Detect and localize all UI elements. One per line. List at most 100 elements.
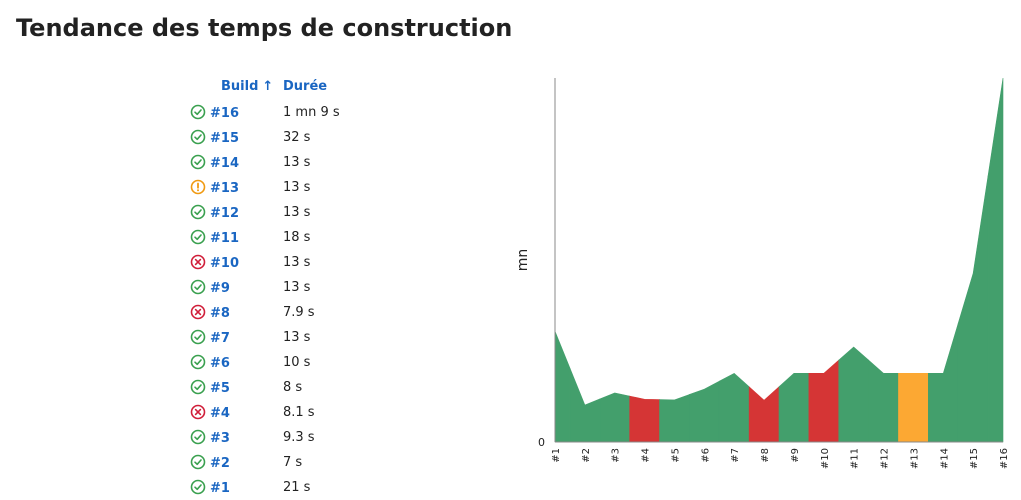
x-tick-label: #8 [760, 448, 771, 463]
x-tick-label: #14 [939, 448, 950, 469]
x-tick-label: #1 [551, 448, 562, 463]
build-link[interactable]: #14 [210, 156, 239, 171]
build-link[interactable]: #2 [210, 456, 230, 471]
table-row: #2 7 s [190, 450, 340, 475]
build-cell: #9 [190, 275, 283, 300]
chart-areas [554, 77, 1004, 443]
y-tick-label: 0 [538, 436, 545, 449]
duration-cell: 32 s [283, 130, 311, 145]
duration-cell: 13 s [283, 255, 311, 270]
build-cell: #8 [190, 300, 283, 325]
y-axis-label: mn [515, 249, 531, 272]
success-check-icon [190, 454, 206, 470]
build-time-trend-chart: mn 0 #1 #2 #3 #4 #5 #6 #7 #8 #9 #10 #11 #12 #13 #14 #1… [515, 77, 1010, 469]
duration-cell: 7.9 s [283, 305, 315, 320]
x-tick-labels: #1 #2 #3 #4 #5 #6 #7 #8 #9 #10 #11 #12 #13 #14 #15 #16 [551, 448, 1010, 469]
build-cell: #12 [190, 200, 283, 225]
build-cell: #3 [190, 425, 283, 450]
area-segment-build-5[interactable] [659, 394, 690, 443]
x-tick-label: #3 [611, 448, 622, 463]
duration-cell: 13 s [283, 155, 311, 170]
duration-cell: 1 mn 9 s [283, 105, 340, 120]
area-segment-build-9[interactable] [778, 373, 810, 443]
duration-cell: 18 s [283, 230, 311, 245]
table-row: #8 7.9 s [190, 300, 340, 325]
x-tick-label: #16 [999, 448, 1010, 469]
x-tick-label: #10 [820, 448, 831, 469]
build-link[interactable]: #16 [210, 106, 239, 121]
area-segment-build-11[interactable] [838, 346, 869, 443]
x-tick-label: #5 [670, 448, 681, 463]
build-cell: #14 [190, 150, 283, 175]
area-segment-build-2[interactable] [569, 367, 601, 443]
build-link[interactable]: #7 [210, 331, 230, 346]
column-header-duration[interactable]: Durée [283, 78, 328, 94]
build-link[interactable]: #11 [210, 231, 239, 246]
x-tick-label: #12 [880, 448, 891, 469]
success-check-icon [190, 329, 206, 345]
build-link[interactable]: #13 [210, 181, 239, 196]
table-row: #3 9.3 s [190, 425, 340, 450]
build-link[interactable]: #6 [210, 356, 230, 371]
x-tick-label: #6 [700, 448, 711, 463]
area-segment-build-4[interactable] [629, 395, 660, 443]
area-segment-build-1[interactable] [554, 331, 571, 443]
build-link[interactable]: #3 [210, 431, 230, 446]
build-cell: #11 [190, 225, 283, 250]
duration-cell: 9.3 s [283, 430, 315, 445]
success-check-icon [190, 279, 206, 295]
build-cell: #2 [190, 450, 283, 475]
build-cell: #6 [190, 350, 283, 375]
x-tick-label: #15 [969, 448, 980, 469]
area-segment-build-10[interactable] [808, 359, 840, 443]
area-segment-build-12[interactable] [868, 359, 899, 443]
area-segment-build-7[interactable] [718, 372, 750, 443]
build-link[interactable]: #4 [210, 406, 230, 421]
success-check-icon [190, 129, 206, 145]
x-tick-label: #2 [581, 448, 592, 463]
duration-cell: 8.1 s [283, 405, 315, 420]
table-row: #14 13 s [190, 150, 340, 175]
column-header-build[interactable]: Build ↑ [190, 76, 283, 100]
build-link[interactable]: #10 [210, 256, 239, 271]
build-link[interactable]: #9 [210, 281, 230, 296]
build-link[interactable]: #5 [210, 381, 230, 396]
build-link[interactable]: #1 [210, 481, 230, 496]
area-segment-build-8[interactable] [748, 386, 780, 443]
duration-cell: 13 s [283, 205, 311, 220]
duration-cell: 10 s [283, 355, 311, 370]
success-check-icon [190, 204, 206, 220]
build-cell: #16 [190, 100, 283, 125]
x-tick-label: #4 [641, 448, 652, 463]
table-row: #5 8 s [190, 375, 340, 400]
area-segment-build-16[interactable] [987, 77, 1004, 443]
build-link[interactable]: #8 [210, 306, 230, 321]
area-segment-build-3[interactable] [599, 392, 630, 443]
duration-cell: 13 s [283, 180, 311, 195]
build-cell: #4 [190, 400, 283, 425]
build-rows: #16 1 mn 9 s #15 32 s #14 13 s #13 13 s #12 13 s #… [190, 100, 340, 500]
duration-cell: 7 s [283, 455, 303, 470]
area-segment-build-15[interactable] [957, 175, 989, 443]
build-link[interactable]: #15 [210, 131, 239, 146]
build-history-table: Build ↑ Durée #16 1 mn 9 s #15 32 s #14 13 s #1… [190, 76, 340, 500]
build-cell: #1 [190, 475, 283, 500]
x-tick-label: #7 [730, 448, 741, 463]
build-cell: #7 [190, 325, 283, 350]
area-segment-build-13[interactable] [898, 373, 929, 443]
area-segment-build-6[interactable] [689, 380, 720, 443]
build-cell: #5 [190, 375, 283, 400]
duration-cell: 8 s [283, 380, 303, 395]
build-link[interactable]: #12 [210, 206, 239, 221]
table-row: #1 21 s [190, 475, 340, 500]
area-segment-build-14[interactable] [928, 323, 959, 443]
table-row: #10 13 s [190, 250, 340, 275]
success-check-icon [190, 354, 206, 370]
sort-ascending-icon: ↑ [262, 78, 274, 94]
success-check-icon [190, 379, 206, 395]
table-row: #4 8.1 s [190, 400, 340, 425]
duration-cell: 13 s [283, 280, 311, 295]
table-row: #9 13 s [190, 275, 340, 300]
table-row: #15 32 s [190, 125, 340, 150]
failure-x-icon [190, 304, 206, 320]
